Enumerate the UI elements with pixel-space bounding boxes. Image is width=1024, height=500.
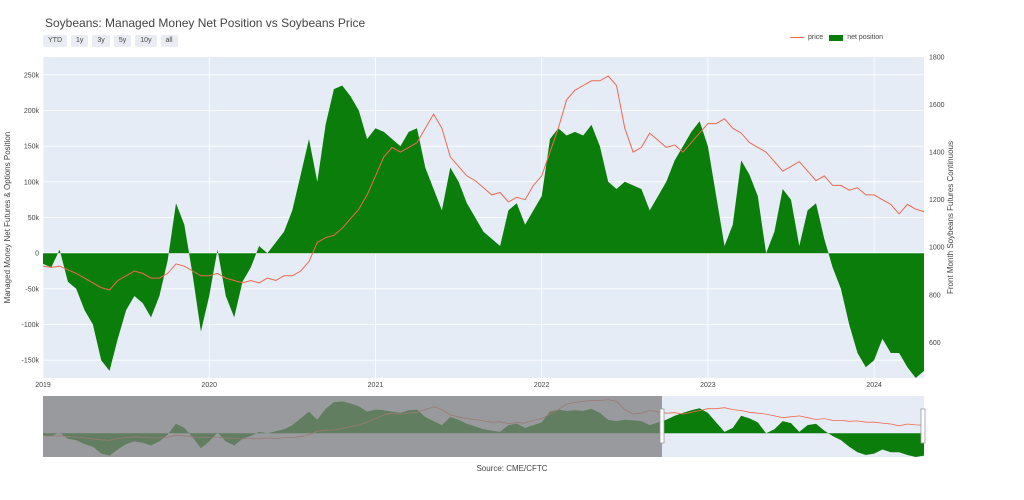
- y2-tick-label: 1200: [929, 197, 945, 204]
- legend-swatch-net: [829, 34, 844, 41]
- source-note: Source: CME/CFTC: [476, 464, 548, 473]
- range-button-3y[interactable]: 3y: [92, 35, 110, 47]
- x-tick-label: 2022: [534, 382, 550, 389]
- range-button-all[interactable]: all: [160, 35, 178, 47]
- rangeslider-handle-left[interactable]: [659, 408, 665, 444]
- legend-item-net[interactable]: net position: [829, 34, 883, 41]
- range-button-1y[interactable]: 1y: [71, 35, 89, 47]
- legend-item-price[interactable]: price: [790, 34, 823, 41]
- legend-label-price: price: [808, 34, 824, 41]
- tick-layer: 250k 200k 150k 100k 50k 0 -50k -100k -150k 1800 16…: [21, 55, 944, 390]
- x-tick-label: 2020: [201, 382, 217, 389]
- rangeslider-handle-right[interactable]: [920, 408, 926, 444]
- rangeslider-mask: [43, 396, 662, 457]
- y-tick-label: 100k: [24, 179, 40, 186]
- y-tick-label: 50k: [28, 215, 40, 222]
- y-tick-label: 0: [35, 251, 39, 258]
- y-tick-label: 250k: [24, 72, 40, 79]
- y-tick-label: -150k: [21, 358, 39, 365]
- range-button-ytd[interactable]: YTD: [43, 35, 67, 47]
- x-tick-label: 2024: [866, 382, 882, 389]
- legend: price net position: [790, 34, 883, 41]
- chart-title: Soybeans: Managed Money Net Position vs …: [45, 16, 366, 30]
- y-tick-label: -50k: [25, 286, 39, 293]
- y2-tick-label: 1600: [929, 102, 945, 109]
- net-position-area: [43, 85, 924, 378]
- y-tick-label: 200k: [24, 108, 40, 115]
- y-tick-label: 150k: [24, 144, 40, 151]
- y-axis-title: Managed Money Net Futures & Options Posi…: [3, 132, 12, 304]
- y2-axis-title: Front Month Soybeans Futures Continuous: [946, 141, 955, 294]
- y2-tick-label: 600: [929, 340, 941, 347]
- y2-tick-label: 1400: [929, 150, 945, 157]
- legend-label-net: net position: [847, 34, 883, 41]
- x-tick-label: 2023: [700, 382, 716, 389]
- y2-tick-label: 800: [929, 292, 941, 299]
- range-button-5y[interactable]: 5y: [113, 35, 132, 47]
- legend-swatch-price: [790, 37, 804, 38]
- range-selector: YTD 1y 3y 5y 10y all: [43, 35, 178, 47]
- x-tick-label: 2021: [368, 382, 384, 389]
- y2-tick-label: 1800: [929, 55, 945, 62]
- price-line: [42, 75, 925, 291]
- range-button-10y[interactable]: 10y: [135, 35, 157, 47]
- y-tick-label: -100k: [21, 322, 39, 329]
- x-tick-label: 2019: [35, 382, 51, 389]
- y2-tick-label: 1000: [929, 245, 945, 252]
